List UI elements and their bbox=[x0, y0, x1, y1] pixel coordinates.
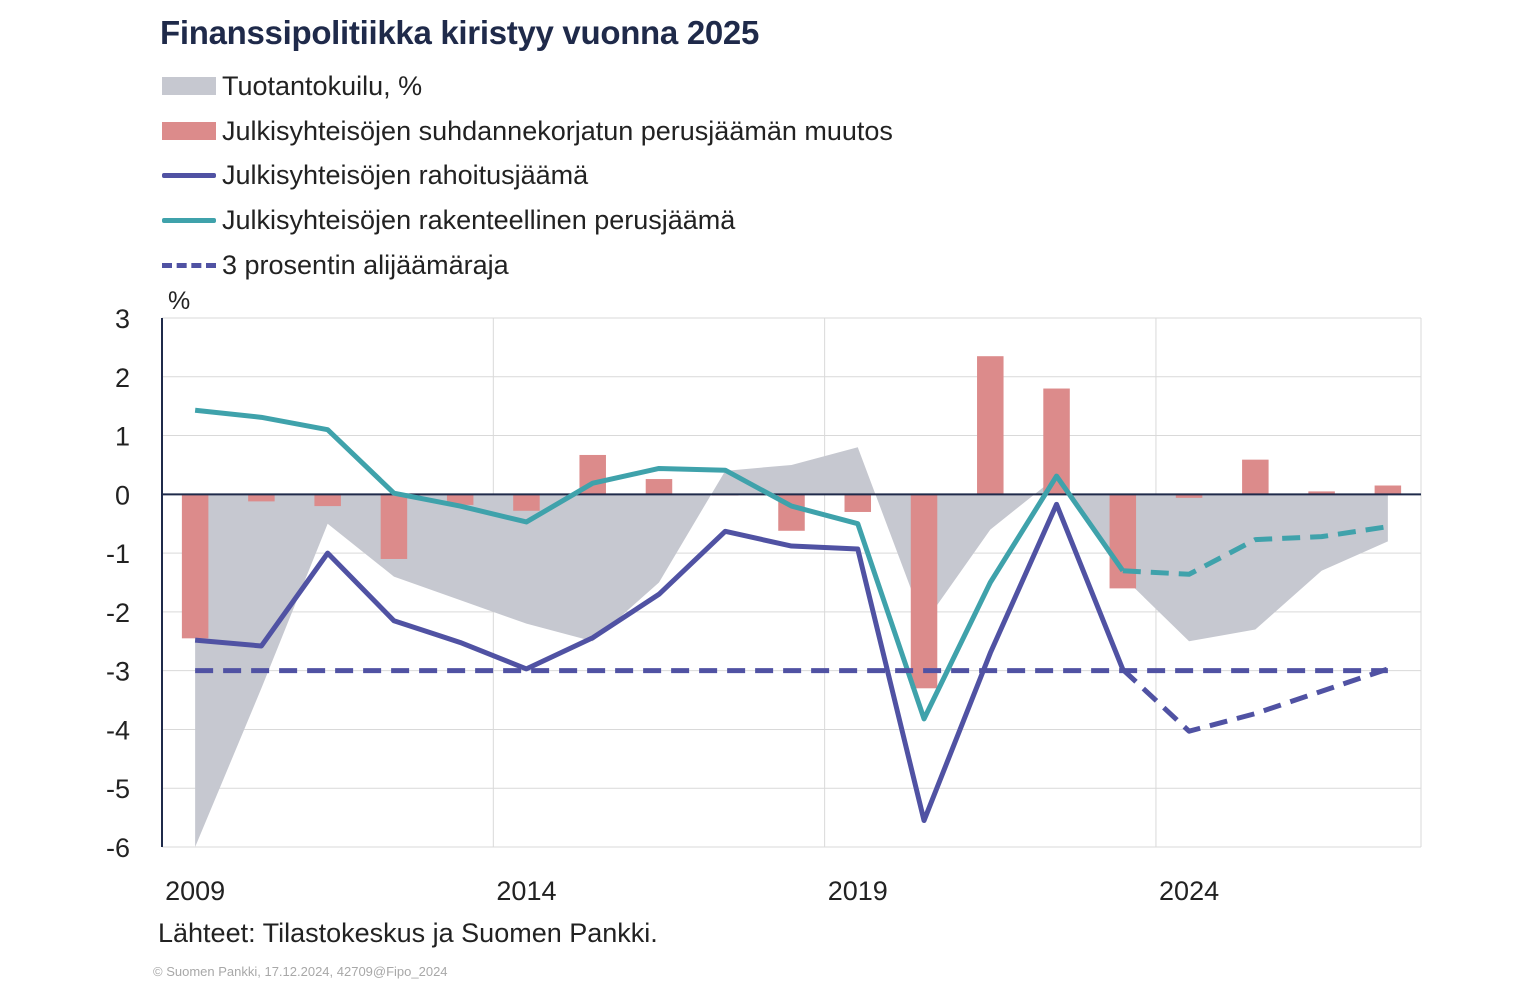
y-tick-label: -1 bbox=[106, 539, 130, 569]
x-tick-label: 2024 bbox=[1159, 876, 1219, 906]
bar bbox=[1374, 485, 1402, 495]
axis-layer: 3 2 1 0 -1 -2 -3 -4 -5 -6 2009 2014 2019 2024 bbox=[106, 304, 1219, 906]
copyright-note: © Suomen Pankki, 17.12.2024, 42709@Fipo_… bbox=[153, 964, 448, 979]
legend-swatch-line bbox=[162, 172, 216, 178]
line-series-2 bbox=[194, 501, 1126, 824]
y-tick-label: 2 bbox=[115, 363, 130, 393]
bar bbox=[513, 494, 540, 511]
legend-label: 3 prosentin alijäämäraja bbox=[222, 249, 509, 280]
y-tick-label: -4 bbox=[106, 715, 130, 745]
bar bbox=[380, 494, 408, 559]
legend-label: Tuotantokuilu, % bbox=[222, 70, 423, 101]
x-tick-label: 2019 bbox=[828, 876, 888, 906]
bar bbox=[1308, 491, 1335, 495]
source-note: Lähteet: Tilastokeskus ja Suomen Pankki. bbox=[158, 918, 658, 948]
bar bbox=[910, 494, 938, 689]
legend-label: Julkisyhteisöjen rahoitusjäämä bbox=[222, 159, 589, 190]
legend-label: Julkisyhteisöjen suhdannekorjatun perusj… bbox=[222, 115, 893, 146]
legend-item-balance-change: Julkisyhteisöjen suhdannekorjatun perusj… bbox=[162, 111, 893, 151]
area-output-gap bbox=[195, 447, 1388, 847]
bar bbox=[1242, 459, 1269, 495]
y-axis-label: % bbox=[168, 287, 190, 315]
y-tick-label: -6 bbox=[106, 833, 130, 863]
legend-label: Julkisyhteisöjen rakenteellinen perusjää… bbox=[222, 204, 736, 235]
legend-item-output-gap: Tuotantokuilu, % bbox=[162, 66, 422, 106]
chart-title: Finanssipolitiikka kiristyy vuonna 2025 bbox=[160, 14, 760, 51]
line-series-3 bbox=[194, 407, 1125, 722]
line-layer bbox=[194, 407, 1389, 824]
x-tick-label: 2014 bbox=[496, 876, 556, 906]
legend-swatch-bar bbox=[162, 122, 216, 140]
x-tick-label: 2009 bbox=[165, 876, 225, 906]
y-tick-label: -2 bbox=[106, 598, 130, 628]
y-tick-label: 0 bbox=[115, 480, 130, 510]
legend-swatch-dashed bbox=[162, 262, 216, 268]
line-series-3-forecast bbox=[1122, 524, 1389, 577]
legend-item-financial-balance: Julkisyhteisöjen rahoitusjäämä bbox=[162, 155, 588, 195]
legend-swatch-area bbox=[162, 77, 216, 95]
bar bbox=[977, 356, 1004, 495]
line-series-2-forecast bbox=[1121, 666, 1389, 734]
bar bbox=[1109, 494, 1137, 589]
area-layer bbox=[195, 447, 1388, 847]
bar bbox=[248, 494, 275, 502]
legend-item-deficit-limit: 3 prosentin alijäämäraja bbox=[162, 245, 509, 285]
bar bbox=[1175, 494, 1203, 498]
y-tick-label: -5 bbox=[106, 774, 130, 804]
legend-swatch-line bbox=[162, 217, 216, 223]
bar bbox=[645, 479, 673, 495]
bar bbox=[181, 494, 209, 639]
y-tick-label: 3 bbox=[115, 304, 130, 334]
legend-item-structural-balance: Julkisyhteisöjen rakenteellinen perusjää… bbox=[162, 200, 735, 240]
y-tick-label: -3 bbox=[106, 657, 130, 687]
bar bbox=[446, 494, 474, 505]
bar bbox=[314, 494, 341, 507]
y-tick-label: 1 bbox=[115, 422, 130, 452]
bar-layer bbox=[181, 356, 1402, 689]
bar bbox=[844, 494, 872, 512]
